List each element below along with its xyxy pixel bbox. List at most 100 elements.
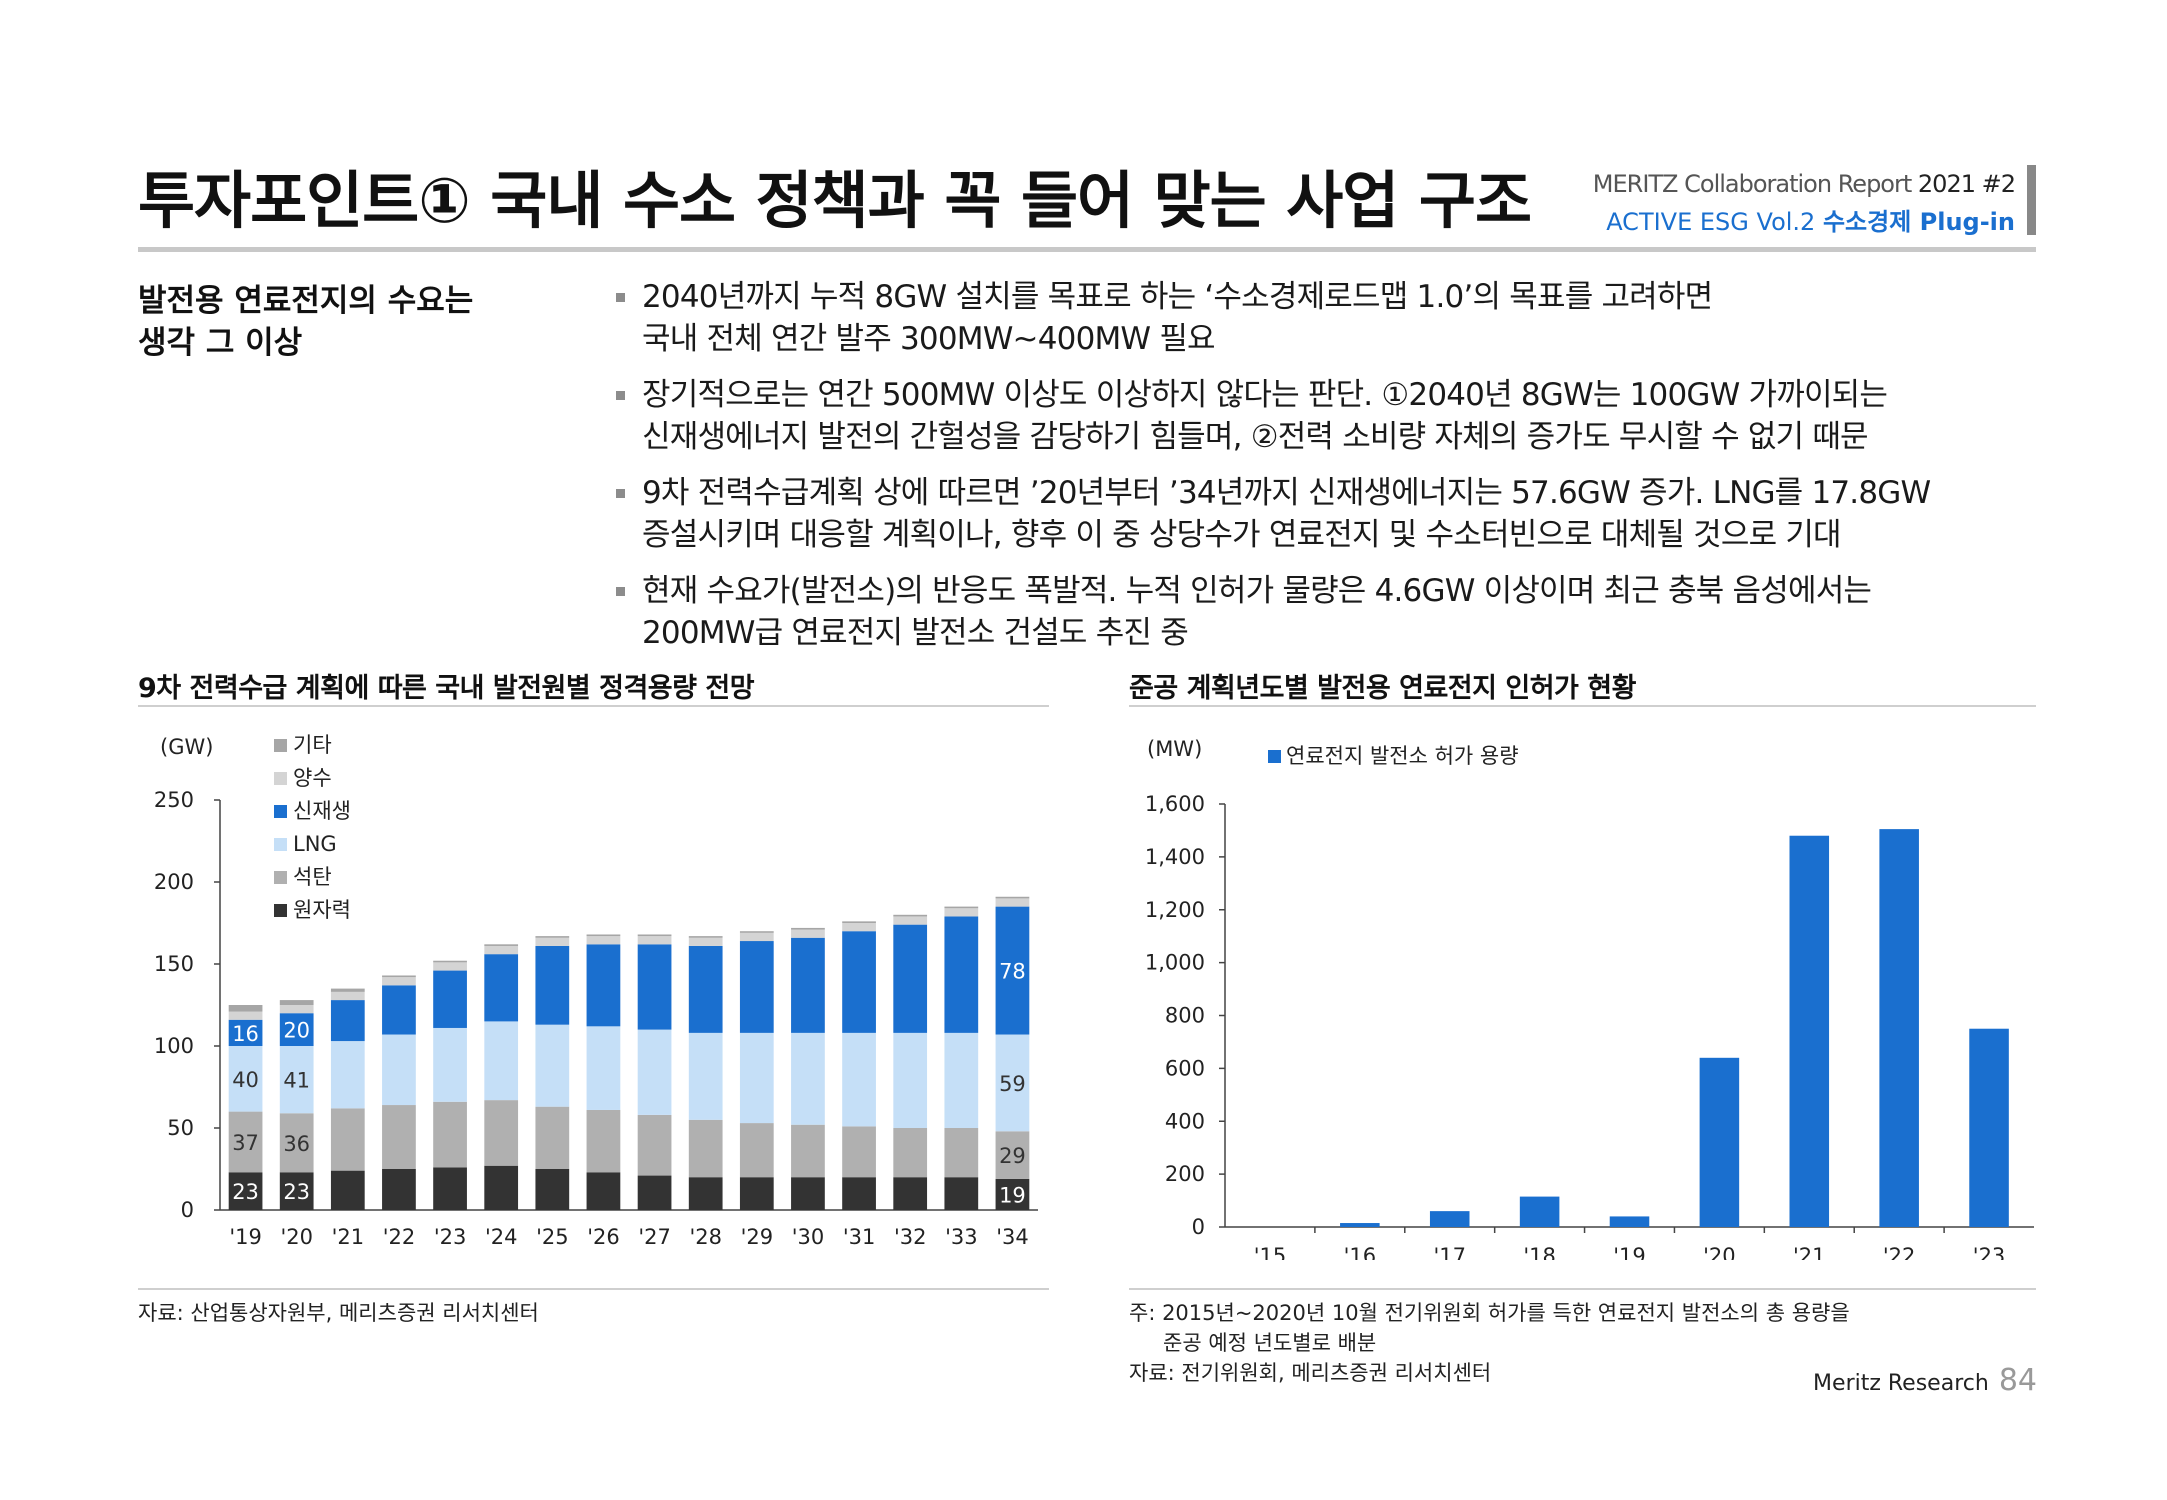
bar-segment: [279, 1172, 314, 1210]
right-note: 주: 2015년~2020년 10월 전기위원회 허가를 득한 연료전지 발전소…: [1129, 1298, 1850, 1388]
bullet-list: 2040년까지 누적 8GW 설치를 목표로 하는 ‘수소경제로드맵 1.0’의…: [612, 276, 2032, 668]
bar-segment: [586, 934, 621, 937]
title-divider: [138, 247, 2036, 252]
bar-segment: [330, 988, 365, 992]
bar-segment: [279, 1000, 314, 1005]
bar-segment: [739, 1032, 774, 1124]
bullet-text: 200MW급 연료전지 발전소 건설도 추진 중: [642, 615, 1189, 651]
bullet-text: 9차 전력수급계획 상에 따르면 ’20년부터 ’34년까지 신재생에너지는 5…: [642, 475, 1931, 511]
bar-segment: [995, 1178, 1030, 1210]
bar-segment: [330, 1041, 365, 1109]
y-tick-label: 1,600: [1145, 792, 1205, 816]
bullet-square-icon: [616, 391, 625, 400]
bar-segment: [791, 1177, 825, 1210]
bar-segment: [279, 1113, 314, 1173]
bar-segment: [688, 936, 723, 938]
x-tick-label: '31: [843, 1225, 876, 1249]
data-label: 78: [999, 960, 1026, 984]
note-line: 준공 예정 년도별로 배분: [1163, 1331, 1377, 1355]
data-label: 29: [999, 1144, 1026, 1168]
bar-segment: [228, 1011, 263, 1020]
bar-segment: [228, 1046, 263, 1112]
legend-label: 기타: [293, 733, 332, 757]
x-tick-label: '16: [1344, 1244, 1377, 1260]
y-tick-label: 100: [154, 1034, 194, 1058]
bar-segment: [995, 1131, 1030, 1179]
lead-heading: 발전용 연료전지의 수요는 생각 그 이상: [138, 280, 473, 364]
y-tick-label: 800: [1165, 1004, 1205, 1028]
report-series: ACTIVE ESG Vol.2: [1606, 208, 1816, 236]
bar-segment: [484, 1100, 519, 1166]
bullet-text: 증설시키며 대응할 계획이나, 향후 이 중 상당수가 연료전지 및 수소터빈으…: [642, 517, 1842, 553]
bar-segment: [586, 1026, 621, 1110]
bullet-text: 2040년까지 누적 8GW 설치를 목표로 하는 ‘수소경제로드맵 1.0’의…: [642, 279, 1713, 315]
x-tick-label: '28: [689, 1225, 722, 1249]
data-label: 37: [232, 1131, 259, 1155]
bar: [1519, 1196, 1560, 1227]
bar-segment: [688, 945, 723, 1033]
x-tick-label: '32: [894, 1225, 927, 1249]
bar-segment: [842, 931, 876, 1033]
bar-segment: [944, 906, 979, 909]
bar-segment: [433, 1027, 467, 1102]
left-source-rule: [138, 1288, 1049, 1290]
data-label: 41: [283, 1069, 310, 1093]
bar: [1340, 1223, 1380, 1227]
bar-segment: [433, 960, 467, 963]
bar-segment: [228, 1019, 263, 1046]
legend-label: 신재생: [293, 799, 351, 823]
note-line: 주: 2015년~2020년 10월 전기위원회 허가를 득한 연료전지 발전소…: [1129, 1301, 1850, 1325]
bullet-text: 신재생에너지 발전의 간헐성을 감당하기 힘들며, ②전력 소비량 자체의 증가…: [642, 419, 1869, 455]
y-tick-label: 200: [154, 870, 194, 894]
left-chart-rule: [138, 705, 1049, 707]
bar-segment: [433, 962, 467, 971]
x-tick-label: '20: [1703, 1244, 1736, 1260]
bar-segment: [228, 1111, 263, 1173]
bar-segment: [382, 1169, 416, 1210]
lead-line: 생각 그 이상: [138, 325, 303, 361]
bar-segment: [637, 936, 672, 945]
bar-segment: [330, 991, 365, 1001]
bar-segment: [739, 932, 774, 942]
left-chart-title: 9차 전력수급 계획에 따른 국내 발전원별 정격용량 전망: [138, 673, 755, 704]
x-tick-label: '27: [638, 1225, 671, 1249]
bar-segment: [688, 1119, 723, 1178]
bullet-square-icon: [616, 293, 625, 302]
x-tick-label: '19: [229, 1225, 262, 1249]
data-label: 16: [232, 1022, 259, 1046]
bar-segment: [637, 1114, 672, 1176]
bar-segment: [586, 1172, 621, 1210]
bullet-square-icon: [616, 489, 625, 498]
x-tick-label: '30: [792, 1225, 825, 1249]
data-label: 40: [232, 1068, 259, 1092]
bar-segment: [637, 1029, 672, 1115]
bar: [1789, 835, 1830, 1227]
bar-segment: [433, 970, 467, 1028]
y-tick-label: 1,200: [1145, 898, 1205, 922]
y-tick-label: 1,000: [1145, 951, 1205, 975]
right-source: 자료: 전기위원회, 메리츠증권 리서치센터: [1129, 1361, 1492, 1385]
x-tick-label: '34: [996, 1225, 1029, 1249]
capacity-stacked-bar-chart: (GW) 0 50 100 150 200 250 '19 '20 '21 '22 '23 '24 '25…: [154, 733, 1038, 1249]
bar-segment: [637, 934, 672, 937]
legend-swatch: [274, 772, 287, 785]
bar-segment: [279, 1013, 314, 1046]
footer: Meritz Research 84: [1813, 1363, 2037, 1398]
x-tick-label: '25: [536, 1225, 569, 1249]
bar-segment: [791, 1124, 825, 1178]
bar-segment: [382, 1034, 416, 1106]
bar-segment: [330, 1170, 365, 1210]
bar-segment: [330, 1108, 365, 1171]
legend-label: LNG: [293, 832, 337, 856]
data-label: 36: [283, 1132, 310, 1156]
data-label: 23: [232, 1180, 259, 1204]
y-tick-label: 50: [167, 1116, 194, 1140]
y-tick-label: 200: [1165, 1162, 1205, 1186]
bullet-text: 국내 전체 연간 발주 300MW~400MW 필요: [642, 321, 1216, 357]
page-title: 투자포인트① 국내 수소 정책과 꼭 들어 맞는 사업 구조: [138, 164, 1532, 237]
lead-line: 발전용 연료전지의 수요는: [138, 283, 474, 319]
bar-segment: [944, 1032, 979, 1128]
right-source-rule: [1129, 1288, 2036, 1290]
bullet-text: 현재 수요가(발전소)의 반응도 폭발적. 누적 인허가 물량은 4.6GW 이…: [642, 573, 1872, 609]
bar-segment: [382, 1105, 416, 1169]
